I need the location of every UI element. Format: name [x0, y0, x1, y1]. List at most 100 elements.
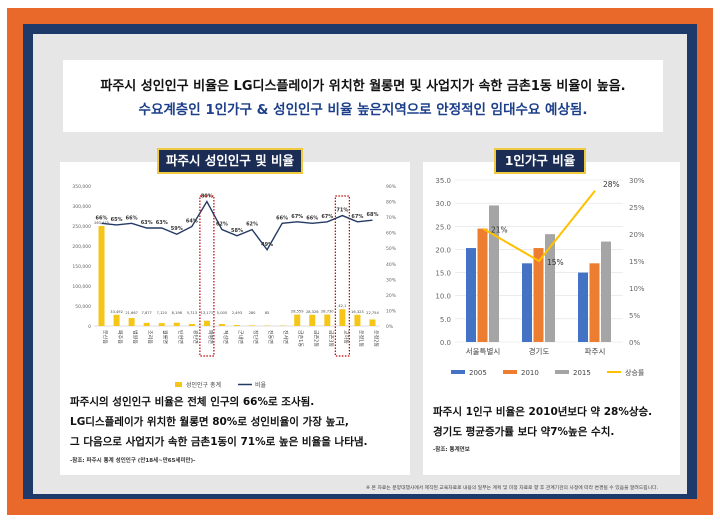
bar-adult-population	[188, 324, 195, 326]
left-source: -참조: 파주시 통계 성인인구 (만18세~만65세미만)-	[70, 458, 196, 464]
header-box: 파주시 성인인구 비율은 LG디스플레이가 위치한 월롱면 및 사업지가 속한 …	[63, 60, 663, 132]
x-tick-label: 경기도	[529, 346, 550, 356]
x-tick-label: 조리읍	[147, 330, 154, 344]
legend-label: 상승률	[625, 368, 645, 377]
bar-value-label: 22,754	[366, 311, 379, 315]
x-tick-label: 문산읍	[102, 330, 109, 344]
x-tick-label: 광탄면	[192, 330, 199, 344]
rate-value-label: 58%	[231, 228, 243, 234]
right-panel: 35.0 30.0 25.0 20.0 15.0 10.0 5.0 0.0 30% 25% 20% 1…	[423, 162, 680, 475]
bar-value-label: 21,667	[125, 311, 138, 315]
y-right-tick: 10%	[629, 285, 645, 293]
bar-2010	[589, 263, 600, 342]
legend-label-bar: 성인인구 총계	[186, 381, 221, 389]
bar-adult-population	[158, 323, 165, 326]
y-left-tick: 350,000	[72, 184, 91, 190]
bar-2005	[578, 272, 588, 342]
rate-value-label: 68%	[366, 212, 378, 218]
y-right-tick: 30%	[629, 177, 645, 185]
rate-value-label: 21%	[491, 226, 508, 235]
bar-adult-population	[203, 320, 210, 326]
bar-value-label: 13,171	[201, 311, 214, 315]
y-left-tick: 15.0	[435, 270, 451, 278]
y-right-tick: 25%	[629, 204, 645, 212]
left-panel-title: 파주시 성인인구 및 비율	[157, 148, 303, 174]
y-right-tick: 10%	[386, 308, 397, 314]
legend-swatch	[503, 370, 517, 374]
x-tick-label: 장단면	[252, 330, 259, 344]
left-caption-3: 그 다음으로 사업지가 속한 금촌1동이 71%로 높은 비율을 나타냄.	[70, 436, 368, 448]
highlight-wollong-box	[199, 195, 215, 357]
left-caption-2: LG디스플레이가 위치한 월롱면 80%로 성인비율이 가장 높고,	[70, 416, 349, 428]
rate-value-label: 62%	[216, 222, 228, 228]
bar-adult-population	[128, 318, 135, 326]
rate-value-label: 67%	[351, 214, 363, 220]
x-tick-label: 군내면	[237, 330, 244, 344]
legend-label: 2015	[573, 369, 591, 377]
y-right-tick: 60%	[386, 231, 397, 237]
bar-adult-population	[143, 322, 150, 326]
bar-2005	[466, 248, 476, 342]
rate-value-label: 65%	[111, 217, 123, 223]
x-tick-label: 금촌1동	[297, 330, 304, 347]
bar-adult-population	[339, 309, 346, 326]
legend-label: 2010	[521, 369, 539, 377]
y-right-tick: 40%	[386, 262, 397, 268]
x-tick-label: 금촌3동	[327, 330, 334, 347]
y-right-tick: 80%	[386, 200, 397, 206]
x-tick-label: 금촌2동	[312, 330, 319, 347]
bar-adult-population	[234, 325, 240, 326]
bar-2005	[522, 263, 532, 342]
x-tick-label: 운정2동	[372, 330, 379, 347]
header-line-1: 파주시 성인인구 비율은 LG디스플레이가 위치한 월롱면 및 사업지가 속한 …	[100, 79, 626, 94]
rate-line	[101, 200, 373, 252]
left-panel: 350,000 300,000 250,000 200,000 150,000 100,0…	[60, 162, 410, 475]
bar-value-label: 28,326	[306, 310, 319, 314]
bar-2010	[477, 228, 488, 342]
y-left-tick: 150,000	[72, 264, 91, 270]
bar-adult-population	[113, 314, 120, 326]
bar-adult-population	[173, 322, 180, 326]
bar-2010	[533, 248, 544, 342]
bar-adult-population	[324, 314, 331, 326]
bar-value-label: 28,730	[321, 310, 334, 314]
rate-value-label: 66%	[306, 215, 318, 221]
bar-value-label: 280	[249, 311, 257, 315]
y-right-tick: 90%	[386, 184, 397, 190]
bar-value-label: 8,198	[172, 311, 183, 315]
x-tick-label: 탄현면	[177, 330, 184, 344]
highlight-geumchon-box	[334, 195, 350, 357]
y-right-tick: 0%	[386, 324, 394, 330]
x-tick-label: 월롱면	[162, 330, 169, 344]
legend-label: 2005	[469, 369, 487, 377]
bar-adult-population	[369, 319, 376, 326]
y-right-tick: 0%	[629, 339, 640, 347]
y-left-tick: 30.0	[435, 200, 451, 208]
rate-line	[482, 190, 596, 263]
footnote: ※ 본 자료는 분양대행사에서 제작된 교육자료로 내용의 일부는 계획 및 미…	[366, 486, 659, 491]
y-right-tick: 30%	[386, 277, 397, 283]
y-left-tick: 5.0	[440, 316, 451, 324]
bar-value-label: 2,493	[232, 311, 242, 315]
bar-value-label: 85	[265, 311, 270, 315]
y-right-tick: 50%	[386, 246, 397, 252]
bar-2015	[545, 234, 555, 342]
adult-population-chart: 350,000 300,000 250,000 200,000 150,000 100,0…	[72, 184, 397, 389]
bar-value-label: 7,120	[157, 311, 168, 315]
y-left-tick: 0.0	[440, 339, 451, 347]
x-tick-label: 파주읍	[117, 330, 124, 344]
y-left-tick: 300,000	[72, 204, 91, 210]
rate-value-label: 28%	[603, 180, 620, 189]
y-right-tick: 15%	[629, 258, 645, 266]
y-left-tick: 200,000	[72, 244, 91, 250]
x-tick-label: 파주시	[585, 347, 606, 356]
rate-value-label: 59%	[171, 226, 183, 232]
y-left-tick: 25.0	[435, 223, 451, 231]
x-tick-label: 진서면	[282, 330, 289, 344]
y-right-tick: 5%	[629, 312, 640, 320]
rate-value-label: 49%	[261, 242, 273, 248]
bar-value-label: 16,323	[351, 310, 364, 314]
bar-value-label: 42,1	[338, 304, 346, 308]
y-left-tick: 100,000	[72, 284, 91, 290]
bar-adult-population	[309, 314, 316, 326]
